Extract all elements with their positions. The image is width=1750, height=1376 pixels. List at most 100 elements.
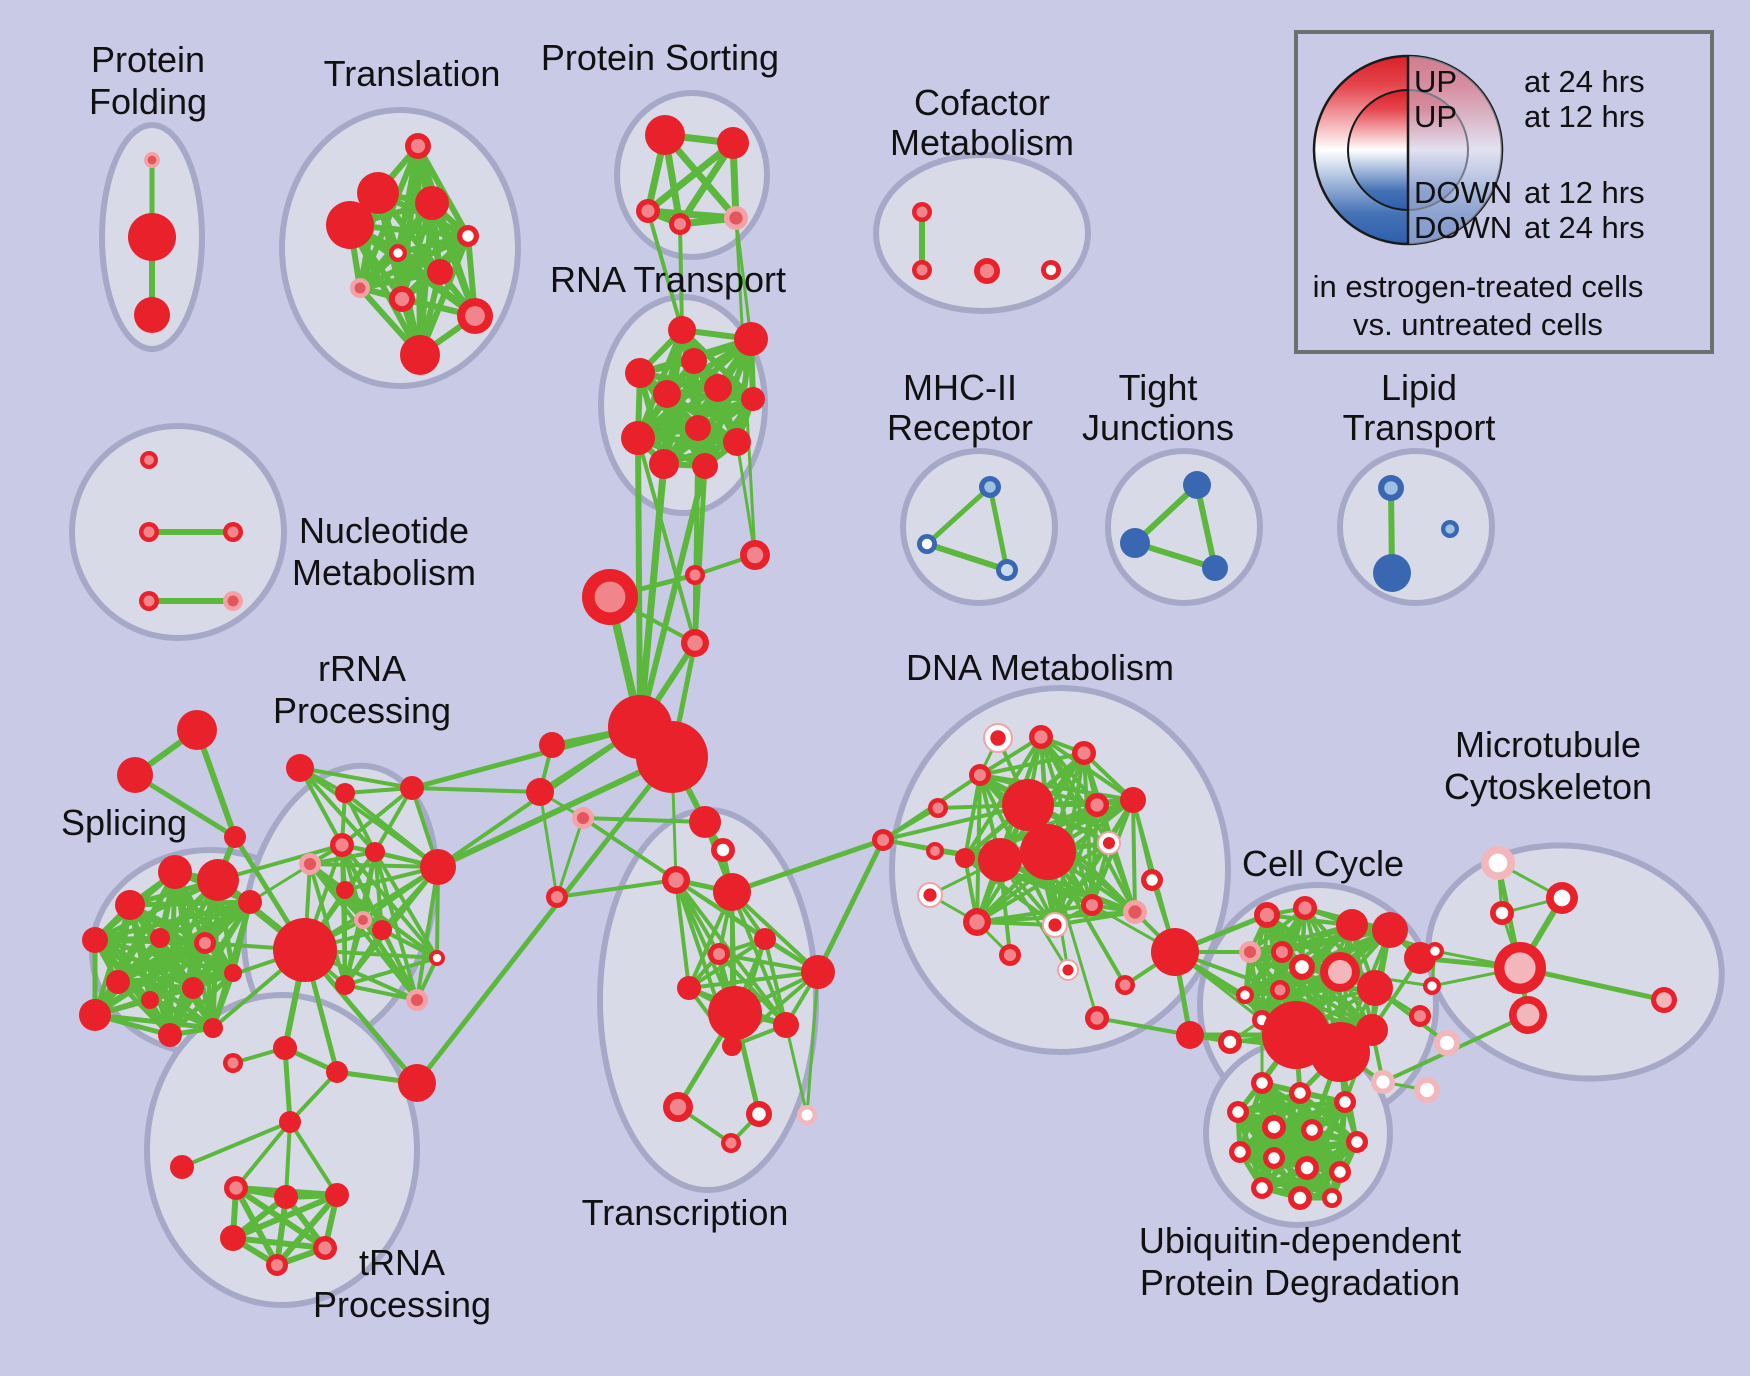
node-solid [106, 970, 130, 994]
edge [127, 899, 253, 908]
legend: UP at 24 hrs UP at 12 hrs DOWN at 12 hrs DOWN a… [1294, 30, 1714, 354]
node-solid [621, 421, 655, 455]
node-solid [115, 890, 145, 920]
edge [1095, 1016, 1192, 1037]
node-ring [912, 260, 932, 280]
edge [1194, 482, 1218, 571]
node-ring [1115, 975, 1135, 995]
edge [1309, 1127, 1335, 1201]
node-halo [917, 882, 943, 908]
node-ringwhite [1546, 882, 1578, 914]
cluster-label-ubiquitin-degradation-line0: Ubiquitin-dependent [1139, 1220, 1461, 1261]
cluster-label-translation-line0: Translation [324, 53, 501, 94]
node-solid [668, 316, 696, 344]
edge [674, 878, 691, 990]
edge [555, 878, 678, 899]
node-solid [649, 449, 679, 479]
edge [343, 956, 439, 987]
node-solid [625, 358, 655, 388]
node-solid [82, 927, 108, 953]
edge [298, 766, 344, 847]
edge [1271, 1139, 1360, 1161]
edge [92, 1012, 216, 1031]
node-solid [692, 453, 718, 479]
cluster-label-rrna-processing-line0: rRNA [318, 648, 406, 689]
node-ring [1293, 896, 1317, 920]
node-ring [389, 286, 415, 312]
node-solid [400, 776, 424, 800]
node-ringwhite [1251, 1072, 1273, 1094]
cluster-label-rrna-processing-line1: Processing [273, 690, 451, 731]
node-ring [662, 866, 690, 894]
node-ring [872, 829, 894, 851]
node-solid [734, 322, 768, 356]
node-solid [722, 1036, 742, 1056]
edge [417, 233, 471, 358]
legend-donut-fade-right [1408, 56, 1502, 244]
edge [1046, 850, 1099, 1020]
node-solid [1020, 824, 1076, 880]
node-solid [1310, 1022, 1370, 1082]
node-pale [1239, 941, 1261, 963]
node-solid [677, 976, 701, 1000]
cluster-label-splicing-line0: Splicing [61, 802, 187, 843]
node-ringpale [1509, 996, 1547, 1034]
legend-direction-2: DOWN [1414, 175, 1512, 210]
legend-direction-0: UP [1414, 64, 1457, 99]
node-ringwhite [1251, 1177, 1273, 1199]
edge [414, 754, 675, 1086]
edge [274, 1192, 340, 1268]
node-solid [326, 1061, 348, 1083]
node-pale [1123, 900, 1147, 924]
node-ring [721, 1133, 741, 1153]
node-solid [170, 1155, 194, 1179]
cluster-label-protein-folding-line1: Folding [89, 81, 207, 122]
edge [978, 773, 1135, 802]
node-bluering [979, 476, 1001, 498]
cluster-label-transcription-line0: Transcription [582, 1192, 789, 1233]
edge [734, 216, 757, 557]
node-ring [681, 629, 709, 657]
node-solid [141, 991, 159, 1009]
edge [282, 1045, 293, 1125]
edge [410, 786, 542, 794]
edge [115, 970, 236, 985]
node-solid [415, 186, 449, 220]
edge [687, 970, 820, 990]
node-ring [974, 258, 1000, 284]
node-solid [1372, 912, 1408, 948]
node-ringwhite [1218, 1030, 1242, 1054]
node-ring [223, 1053, 243, 1073]
cluster-label-mhc-ii-receptor-line0: MHC-II [903, 367, 1017, 408]
node-solid [224, 964, 242, 982]
node-solid [681, 348, 707, 374]
node-ringwhite [1288, 1186, 1312, 1210]
edge [409, 724, 643, 791]
legend-time-2: at 12 hrs [1524, 175, 1645, 210]
node-ringwhite [1229, 1141, 1251, 1163]
edge [343, 983, 419, 1002]
node-solid [689, 806, 721, 838]
node-ringpale [1320, 952, 1360, 992]
node-solid [801, 955, 835, 989]
node-ring [1409, 1005, 1431, 1027]
node-blue [1183, 471, 1211, 499]
node-ring [740, 540, 770, 570]
legend-direction-1: UP [1414, 99, 1457, 134]
cluster-label-rna-transport-line0: RNA Transport [550, 259, 786, 300]
cluster-label-cofactor-metabolism-line0: Cofactor [914, 82, 1050, 123]
node-ringwhite [1301, 1119, 1323, 1141]
node-palering [1371, 1070, 1395, 1094]
node-ring [1271, 941, 1293, 963]
cluster-label-tight-junctions-line0: Tight [1119, 367, 1198, 408]
node-solid [427, 259, 453, 285]
node-solid [420, 849, 456, 885]
node-ring [1254, 902, 1280, 928]
node-ring [969, 764, 991, 786]
node-solid [273, 1036, 297, 1060]
node-ring [1081, 894, 1103, 916]
node-ring [457, 298, 493, 334]
edge [415, 865, 440, 1002]
node-solid [182, 977, 204, 999]
node-solid [1176, 1021, 1204, 1049]
